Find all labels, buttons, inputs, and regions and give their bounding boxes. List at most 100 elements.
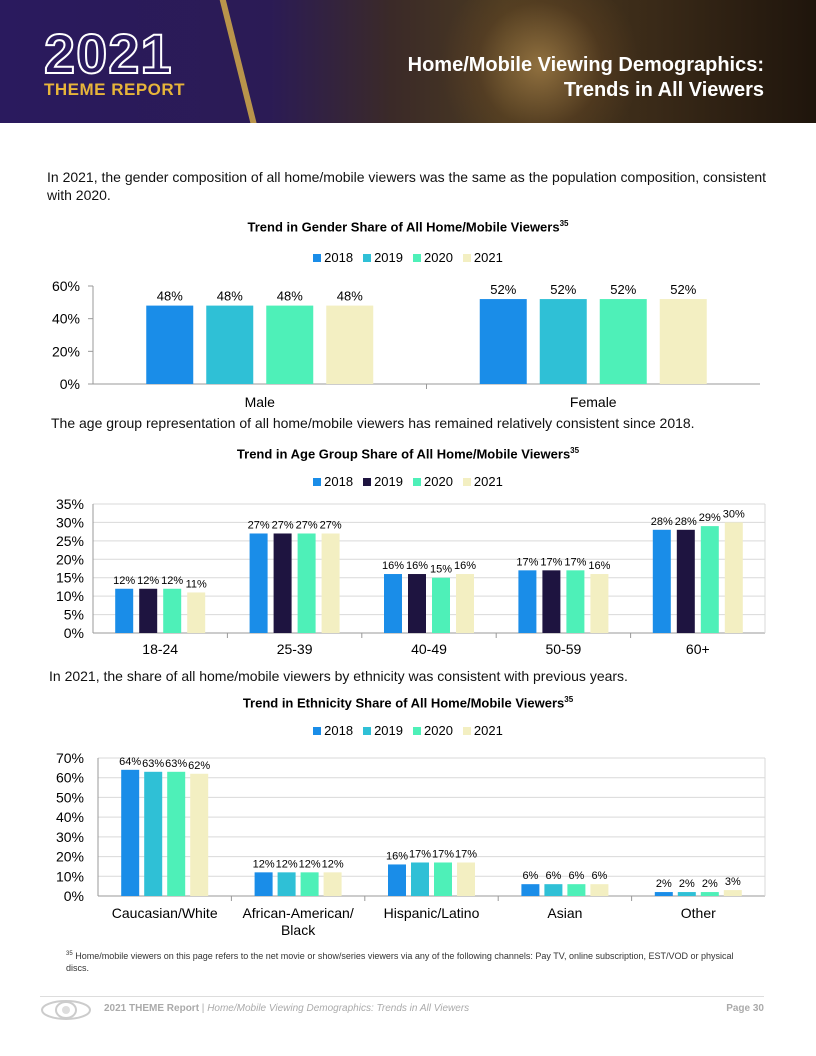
age-bar: [408, 574, 426, 633]
ethnicity-category-label: Hispanic/Latino: [384, 905, 480, 921]
gender-data-label: 52%: [490, 282, 516, 297]
ethnicity-data-label: 12%: [276, 858, 298, 870]
gender-y-tick-label: 20%: [52, 343, 80, 359]
gender-data-label: 52%: [550, 282, 576, 297]
age-data-label: 27%: [272, 519, 294, 531]
footer-logo-icon: [41, 1000, 91, 1020]
ethnicity-bar: [590, 884, 609, 896]
footer-section: Home/Mobile Viewing Demographics: Trends…: [207, 1003, 470, 1014]
ethnicity-bar: [723, 890, 742, 896]
age-bar: [115, 588, 134, 633]
age-data-label: 29%: [699, 512, 721, 524]
ethnicity-bar: [677, 892, 696, 896]
ethnicity-data-label: 12%: [299, 858, 321, 870]
age-intro-text: The age group representation of all home…: [51, 415, 695, 431]
age-legend-item: 2018: [313, 474, 353, 489]
gender-bar: [659, 299, 707, 384]
age-data-label: 27%: [248, 519, 270, 531]
footnote-text: Home/mobile viewers on this page refers …: [66, 951, 734, 973]
ethnicity-data-label: 17%: [455, 848, 477, 860]
gender-bar: [539, 299, 587, 384]
ethnicity-data-label: 12%: [253, 858, 275, 870]
age-y-tick-label: 5%: [64, 607, 84, 623]
gender-legend-label: 2019: [374, 250, 403, 265]
age-y-tick-label: 35%: [56, 496, 84, 512]
ethnicity-data-label: 6%: [591, 870, 607, 882]
ethnicity-y-tick-label: 40%: [56, 809, 84, 825]
age-bar: [321, 533, 340, 633]
gender-chart-title: Trend in Gender Share of All Home/Mobile…: [0, 219, 816, 234]
footer-text: 2021 THEME Report | Home/Mobile Viewing …: [104, 1003, 469, 1014]
ethnicity-data-label: 2%: [702, 878, 718, 890]
ethnicity-data-label: 2%: [656, 878, 672, 890]
ethnicity-bar: [457, 862, 475, 896]
footnote-marker: 35: [66, 951, 73, 957]
gender-legend-item: 2019: [363, 250, 403, 265]
ethnicity-legend-item: 2018: [313, 723, 353, 738]
page-title: Home/Mobile Viewing Demographics: Trends…: [408, 53, 764, 103]
age-bar: [700, 526, 719, 633]
ethnicity-category-label: Asian: [547, 905, 582, 921]
ethnicity-legend-item: 2019: [363, 723, 403, 738]
age-y-tick-label: 30%: [56, 514, 84, 530]
ethnicity-category-label: Caucasian/White: [112, 905, 218, 921]
age-data-label: 28%: [651, 516, 673, 528]
ethnicity-data-label: 12%: [322, 858, 344, 870]
gender-data-label: 48%: [157, 289, 183, 304]
age-legend-swatch: [413, 477, 421, 486]
ethnicity-data-label: 6%: [545, 870, 561, 882]
age-category-label: 60+: [686, 641, 710, 657]
ethnicity-category-label: Black: [281, 922, 316, 938]
age-bar: [249, 533, 268, 633]
age-bar: [566, 570, 585, 633]
gender-legend-item: 2021: [462, 250, 503, 265]
ethnicity-data-label: 17%: [432, 848, 454, 860]
age-data-label: 12%: [137, 575, 159, 587]
ethnicity-bar: [544, 884, 563, 896]
gender-bar: [479, 299, 527, 384]
ethnicity-bar: [254, 872, 273, 896]
gender-legend-swatch: [462, 253, 471, 262]
ethnicity-legend-label: 2021: [473, 723, 503, 738]
ethnicity-data-label: 63%: [165, 758, 187, 770]
gender-legend-item: 2020: [413, 250, 453, 265]
ethnicity-data-label: 3%: [725, 876, 741, 888]
age-bar: [590, 574, 609, 633]
page-title-line1: Home/Mobile Viewing Demographics:: [407, 54, 764, 76]
age-bar: [724, 522, 743, 633]
ethnicity-y-tick-label: 70%: [56, 750, 84, 766]
age-chart-title: Trend in Age Group Share of All Home/Mob…: [0, 446, 816, 461]
age-legend-label: 2020: [424, 474, 453, 489]
age-bar: [542, 570, 561, 633]
gender-legend-label: 2018: [324, 250, 354, 265]
gender-bar: [266, 305, 314, 384]
age-bar: [187, 592, 206, 633]
ethnicity-y-tick-label: 0%: [64, 888, 84, 904]
gender-data-label: 48%: [277, 289, 303, 304]
ethnicity-bar: [388, 864, 406, 896]
gender-legend-swatch: [363, 253, 372, 262]
gender-bar: [599, 299, 647, 384]
ethnicity-y-tick-label: 20%: [56, 849, 84, 865]
age-category-label: 40-49: [411, 641, 447, 657]
logo-year: 2021: [43, 22, 173, 85]
age-legend-swatch: [313, 477, 322, 486]
gender-data-label: 48%: [217, 289, 243, 304]
ethnicity-data-label: 64%: [119, 756, 141, 768]
age-y-tick-label: 10%: [56, 588, 84, 604]
gender-intro-text: In 2021, the gender composition of all h…: [47, 169, 767, 203]
gender-bar: [326, 305, 374, 384]
gender-y-tick-label: 60%: [52, 278, 80, 294]
ethnicity-legend-swatch: [313, 726, 322, 735]
ethnicity-bar: [323, 872, 342, 896]
age-category-label: 18-24: [142, 641, 178, 657]
age-data-label: 16%: [406, 560, 428, 572]
age-bar: [297, 533, 316, 633]
age-y-tick-label: 25%: [56, 533, 84, 549]
logo-report-label: THEME REPORT: [44, 80, 186, 99]
ethnicity-chart-title-text: Trend in Ethnicity Share of All Home/Mob…: [242, 695, 565, 711]
age-legend-item: 2020: [413, 474, 453, 489]
ethnicity-y-tick-label: 10%: [56, 868, 84, 884]
age-bar: [384, 574, 402, 633]
gender-data-label: 48%: [337, 289, 363, 304]
